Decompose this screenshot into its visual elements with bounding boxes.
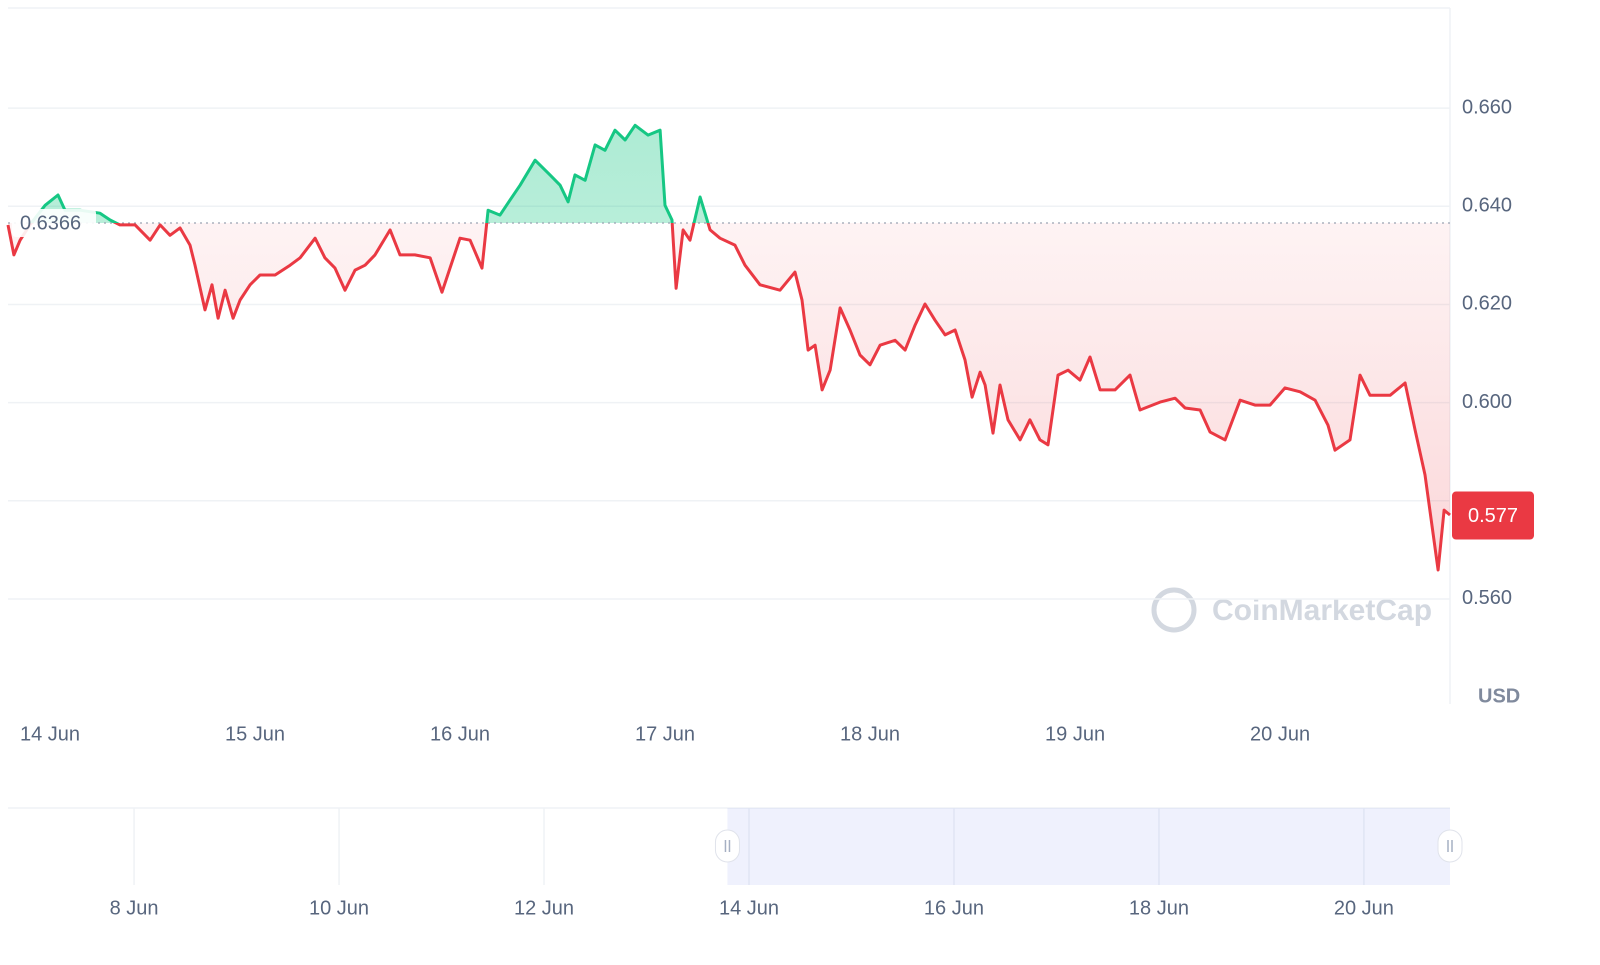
x-tick-label: 17 Jun: [635, 723, 695, 745]
current-price-label: 0.577: [1468, 505, 1518, 527]
y-tick-label: 0.560: [1462, 587, 1512, 609]
area-down: [8, 222, 1450, 570]
x-tick-label: 16 Jun: [430, 723, 490, 745]
navigator-handle[interactable]: [714, 829, 740, 863]
navigator-tick-label: 14 Jun: [719, 897, 779, 919]
navigator-handle[interactable]: [1437, 829, 1463, 863]
navigator-tick-label: 16 Jun: [924, 897, 984, 919]
y-tick-label: 0.640: [1462, 195, 1512, 217]
x-tick-label: 19 Jun: [1045, 723, 1105, 745]
y-tick-label: 0.660: [1462, 96, 1512, 118]
y-tick-label: 0.600: [1462, 391, 1512, 413]
navigator-tick-label: 12 Jun: [514, 897, 574, 919]
x-tick-label: 14 Jun: [20, 723, 80, 745]
y-tick-label: 0.620: [1462, 293, 1512, 315]
unit-label: USD: [1478, 685, 1520, 707]
navigator-selection: [727, 808, 1450, 885]
price-line-up: [29, 123, 710, 223]
watermark-logo: [1151, 587, 1197, 633]
navigator-tick-label: 8 Jun: [110, 897, 159, 919]
x-tick-label: 20 Jun: [1250, 723, 1310, 745]
current-price-box: [1452, 491, 1534, 540]
navigator-tick-label: 10 Jun: [309, 897, 369, 919]
navigator-tick-label: 20 Jun: [1334, 897, 1394, 919]
x-tick-label: 18 Jun: [840, 723, 900, 745]
baseline-label-bg: [12, 208, 96, 237]
x-tick-label: 15 Jun: [225, 723, 285, 745]
navigator-tick-label: 18 Jun: [1129, 897, 1189, 919]
baseline-label: 0.6366: [20, 212, 81, 234]
price-line-down: [6, 222, 1451, 572]
